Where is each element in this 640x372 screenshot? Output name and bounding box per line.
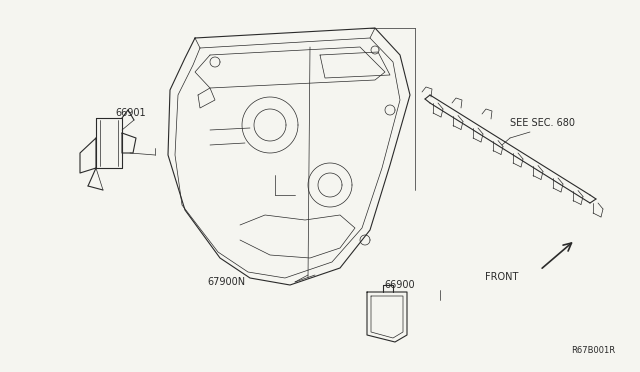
Text: FRONT: FRONT (484, 272, 518, 282)
Text: 67900N: 67900N (207, 277, 245, 287)
Text: 66901: 66901 (115, 108, 146, 118)
Text: 66900: 66900 (385, 280, 415, 290)
Text: R67B001R: R67B001R (571, 346, 615, 355)
Text: SEE SEC. 680: SEE SEC. 680 (510, 118, 575, 128)
